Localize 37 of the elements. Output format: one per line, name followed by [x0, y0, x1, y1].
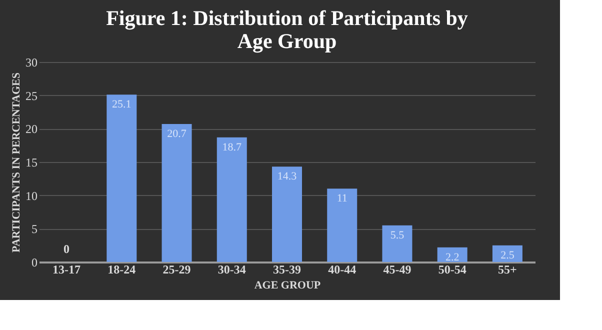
text: Age Group — [237, 29, 337, 53]
y-tick-label: 25 — [26, 88, 38, 103]
x-axis-title: AGE GROUP — [254, 280, 321, 292]
x-tick-label: 13-17 — [52, 262, 81, 276]
bar — [272, 166, 302, 262]
data-label: 0 — [64, 242, 70, 256]
data-label: 18.7 — [222, 141, 242, 154]
bar — [216, 137, 247, 262]
data-label: 25.1 — [112, 98, 132, 111]
y-tick-label: 15 — [26, 156, 38, 170]
data-label: 5.5 — [390, 229, 405, 242]
y-tick-label: 10 — [26, 188, 38, 203]
x-tick-label: 30-34 — [218, 262, 246, 276]
y-tick-label: 0 — [32, 256, 38, 270]
x-tick-label: 50-54 — [438, 262, 466, 276]
y-tick-label: 30 — [26, 56, 38, 70]
text: Figure 1: Distribution of Participants by — [106, 6, 468, 30]
data-label: 11 — [336, 192, 348, 205]
x-tick-label: 18-24 — [108, 262, 136, 276]
bar — [162, 124, 192, 262]
bar — [106, 94, 137, 262]
bar — [437, 247, 468, 262]
y-tick-label: 20 — [26, 122, 38, 136]
data-label: 2.2 — [445, 251, 460, 264]
y-axis-title: PARTICIPANTS IN PERCENTAGES — [10, 72, 22, 252]
bar — [492, 245, 522, 262]
data-label: 2.5 — [500, 249, 515, 262]
x-tick-label: 35-39 — [273, 262, 301, 276]
data-label: 14.3 — [277, 170, 298, 183]
data-label: 20.7 — [167, 128, 187, 140]
x-tick-label: 55+ — [498, 262, 518, 276]
x-tick-label: 25-29 — [162, 262, 191, 276]
bar — [382, 225, 412, 262]
x-tick-label: 45-49 — [383, 262, 412, 276]
y-tick-label: 5 — [32, 222, 38, 236]
x-tick-label: 40-44 — [328, 262, 356, 276]
bar — [327, 188, 358, 262]
